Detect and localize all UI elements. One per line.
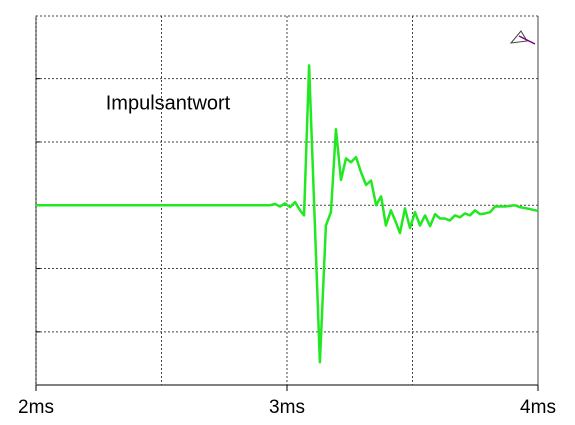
x-tick-label: 3ms xyxy=(269,397,305,418)
x-tick-label: 2ms xyxy=(18,397,54,418)
series-line xyxy=(36,64,539,364)
corner-icon xyxy=(509,30,536,45)
annotation: Impulsantwort xyxy=(106,92,231,114)
x-tick-label: 4ms xyxy=(520,397,556,418)
